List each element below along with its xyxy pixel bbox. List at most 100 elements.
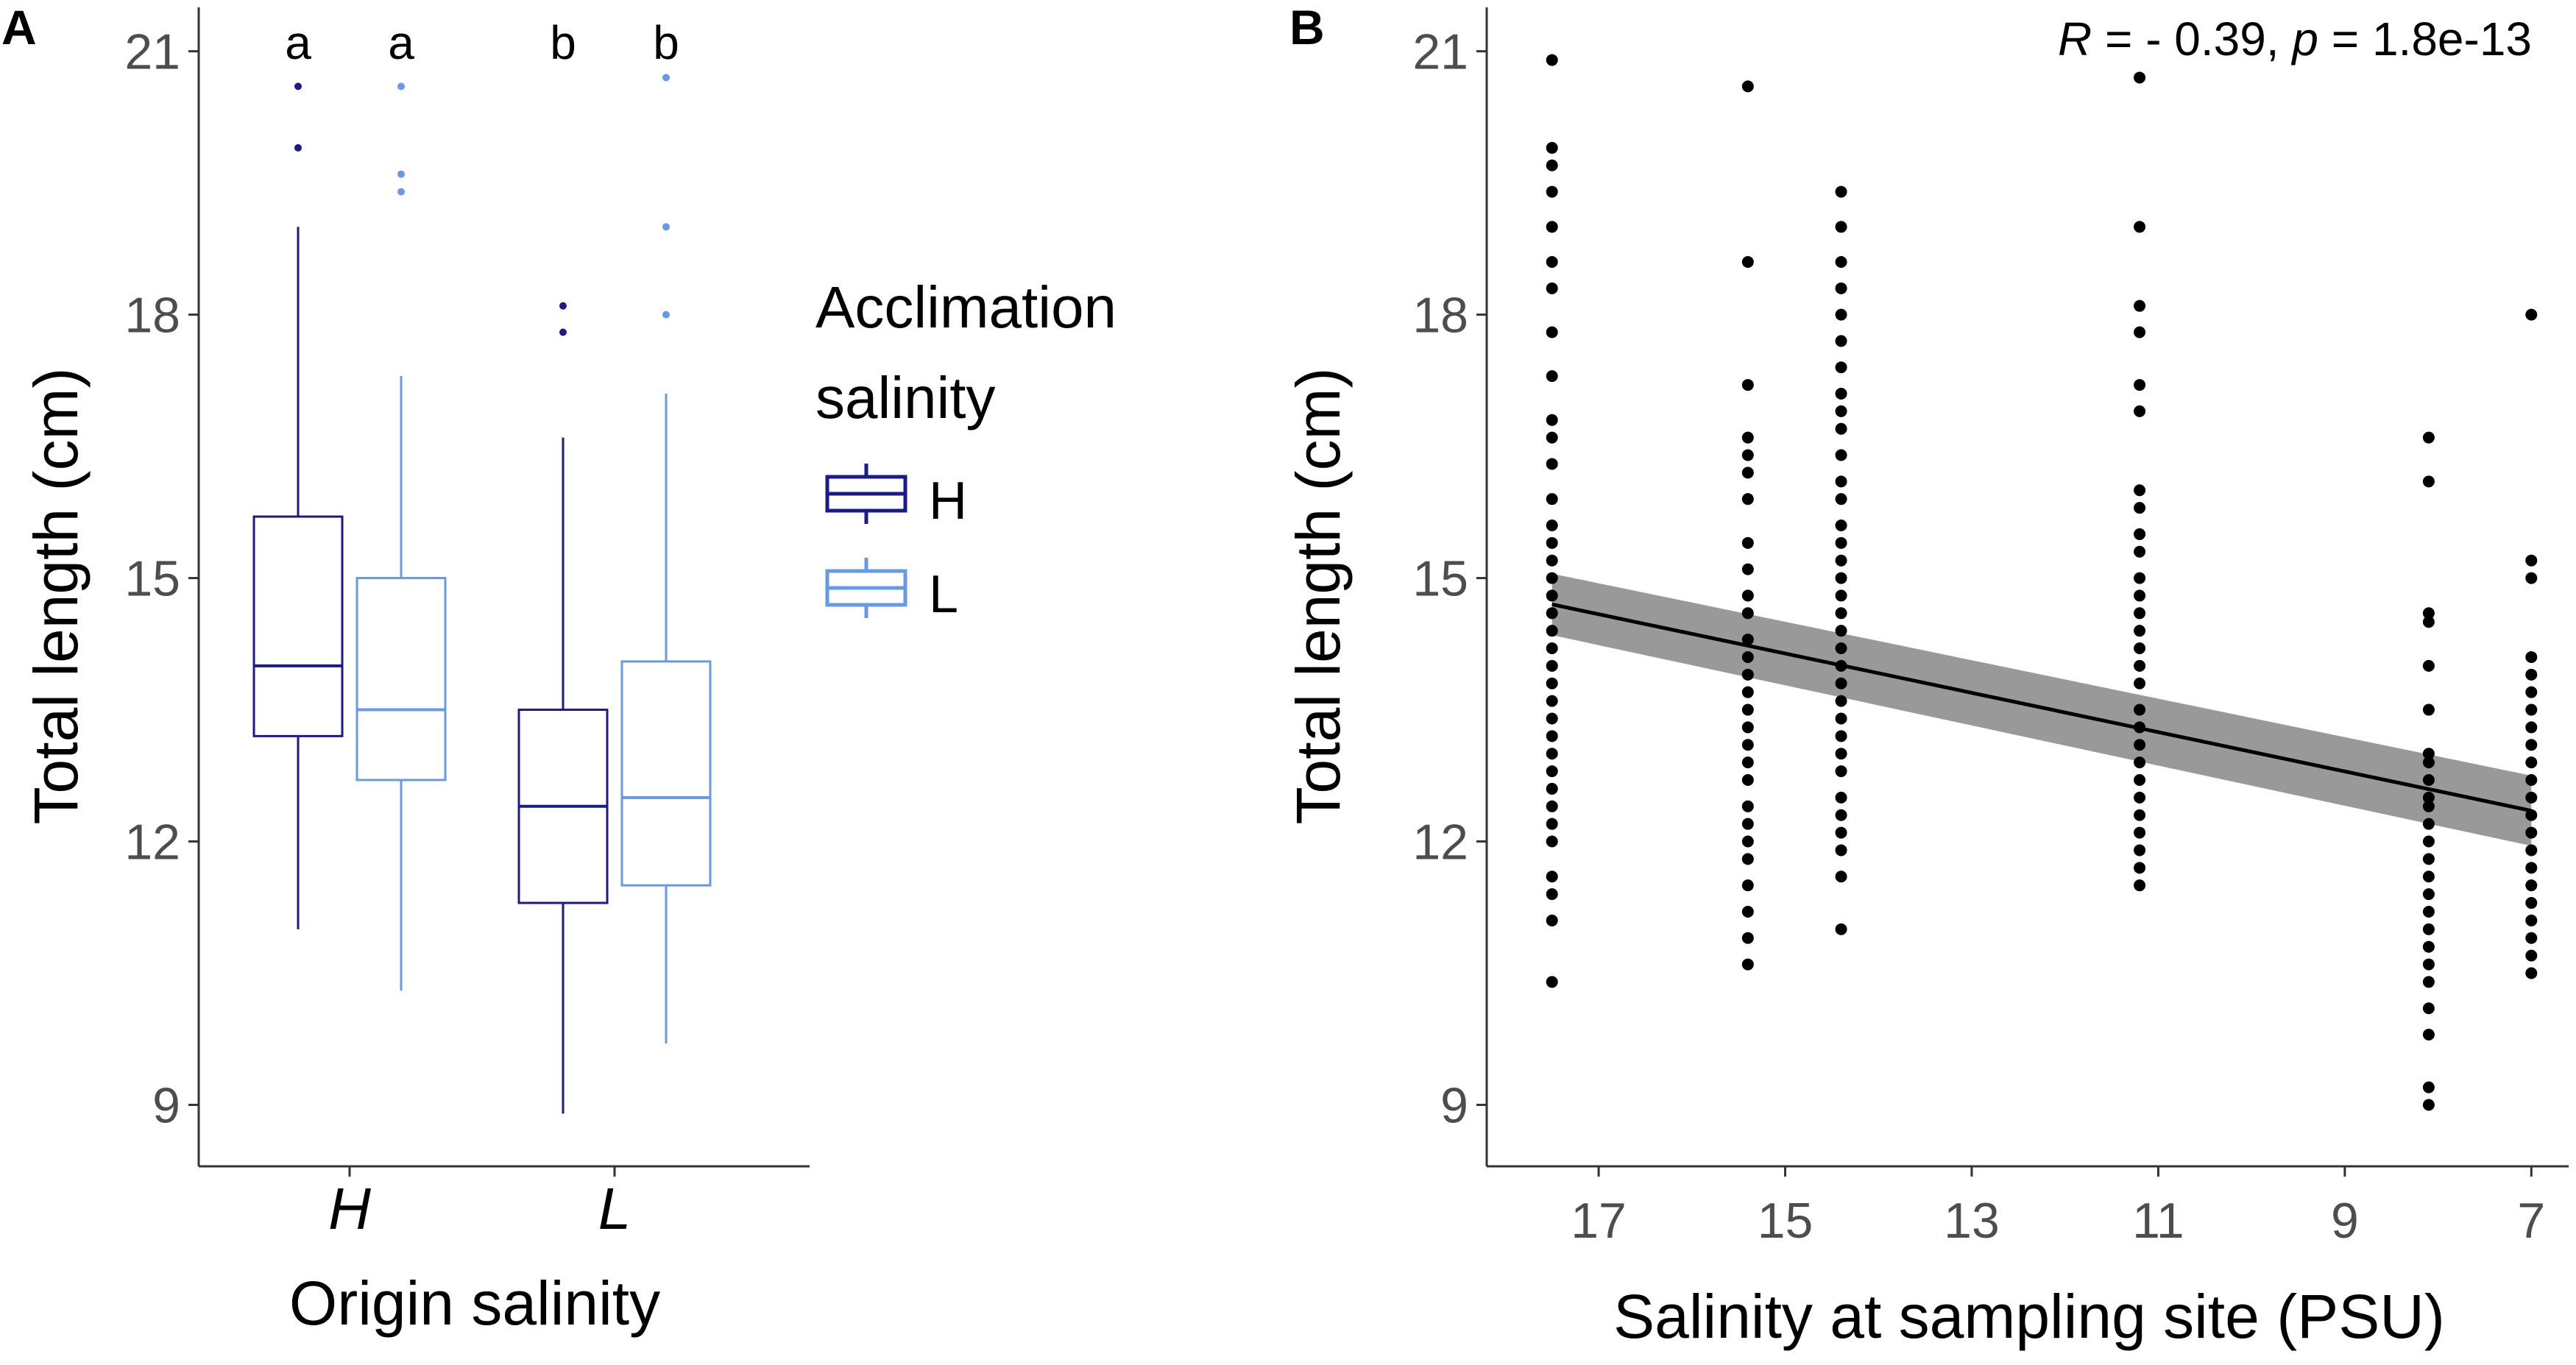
y-tick-label: 12 bbox=[1412, 815, 1468, 871]
legend: Acclimation salinity H L bbox=[815, 274, 1117, 624]
outlier-point bbox=[397, 188, 405, 196]
data-point bbox=[2134, 379, 2146, 391]
data-point bbox=[2422, 1029, 2435, 1041]
data-point bbox=[1546, 871, 1558, 883]
data-point bbox=[1741, 493, 1754, 506]
data-point bbox=[1835, 256, 1847, 269]
data-point bbox=[1741, 668, 1754, 681]
data-point bbox=[1546, 642, 1558, 655]
data-point bbox=[2422, 940, 2435, 953]
data-point bbox=[1835, 677, 1847, 689]
data-point bbox=[1835, 809, 1847, 821]
significance-letter: a bbox=[285, 16, 311, 69]
data-point bbox=[1546, 370, 1558, 383]
y-axis-title: Total length (cm) bbox=[21, 368, 91, 825]
data-point bbox=[1835, 475, 1847, 488]
data-point bbox=[2134, 659, 2146, 672]
data-point bbox=[1741, 449, 1754, 461]
box-h-h: a bbox=[252, 16, 344, 929]
iqr-box bbox=[252, 515, 344, 737]
data-point bbox=[1741, 756, 1754, 769]
data-point bbox=[2134, 879, 2146, 892]
data-point bbox=[1835, 695, 1847, 707]
data-point bbox=[1741, 721, 1754, 734]
data-point bbox=[2422, 888, 2435, 901]
data-point bbox=[1835, 361, 1847, 374]
r-value: = - 0.39, bbox=[2092, 13, 2292, 65]
data-point bbox=[2525, 932, 2538, 944]
data-point bbox=[2134, 589, 2146, 602]
data-point bbox=[1546, 221, 1558, 233]
data-point bbox=[1546, 431, 1558, 444]
data-point bbox=[1835, 712, 1847, 725]
data-point bbox=[1835, 659, 1847, 672]
data-point bbox=[2134, 221, 2146, 233]
data-point bbox=[2134, 703, 2146, 716]
data-point bbox=[1546, 607, 1558, 620]
data-point bbox=[1546, 914, 1558, 926]
data-point bbox=[2422, 958, 2435, 971]
y-tick-label: 9 bbox=[1440, 1077, 1468, 1133]
data-point bbox=[1835, 844, 1847, 857]
correlation-annotation: R = - 0.39, p = 1.8e-13 bbox=[2058, 13, 2532, 65]
data-point bbox=[2525, 668, 2538, 681]
y-tick-label: 9 bbox=[152, 1077, 180, 1133]
data-point bbox=[2525, 572, 2538, 584]
data-point bbox=[2422, 703, 2435, 716]
panel-b-label: B bbox=[1289, 0, 1325, 54]
data-point bbox=[2134, 572, 2146, 584]
data-point bbox=[2134, 774, 2146, 786]
x-axis-title: Origin salinity bbox=[289, 1269, 660, 1338]
data-point bbox=[2422, 475, 2435, 488]
outlier-point bbox=[559, 302, 567, 310]
y-axis-title: Total length (cm) bbox=[1284, 368, 1353, 825]
box-l-h: a bbox=[355, 16, 447, 991]
x-tick-label: 17 bbox=[1571, 1193, 1627, 1249]
data-point bbox=[2422, 923, 2435, 935]
y-tick-label: 12 bbox=[124, 815, 180, 871]
data-point bbox=[1835, 572, 1847, 584]
legend-title-line-2: salinity bbox=[815, 365, 996, 430]
data-point bbox=[2422, 774, 2435, 786]
box-h-l: b bbox=[517, 16, 609, 1114]
y-tick-label: 15 bbox=[1412, 551, 1468, 607]
data-point bbox=[2422, 1002, 2435, 1015]
legend-key-h bbox=[825, 464, 907, 524]
data-point bbox=[1546, 625, 1558, 637]
data-point bbox=[1835, 923, 1847, 935]
data-point bbox=[1546, 800, 1558, 812]
y-tick-label: 21 bbox=[1412, 24, 1468, 80]
data-point bbox=[2525, 879, 2538, 892]
data-point bbox=[1741, 650, 1754, 663]
data-point bbox=[2525, 308, 2538, 321]
legend-label-l: L bbox=[929, 565, 958, 624]
data-point bbox=[1741, 853, 1754, 865]
data-point bbox=[1546, 695, 1558, 707]
x-tick-label: 13 bbox=[1944, 1193, 2000, 1249]
data-point bbox=[1835, 642, 1847, 655]
data-point bbox=[2525, 809, 2538, 821]
confidence-band bbox=[1551, 573, 2532, 846]
outlier-point bbox=[397, 170, 405, 178]
x-tick-label: 11 bbox=[2132, 1193, 2184, 1249]
panel-a-label: A bbox=[1, 0, 37, 54]
data-point bbox=[2422, 431, 2435, 444]
data-point bbox=[1741, 379, 1754, 391]
data-point bbox=[2134, 826, 2146, 839]
data-point bbox=[2134, 405, 2146, 417]
p-symbol: p bbox=[2290, 13, 2318, 65]
data-point bbox=[1835, 826, 1847, 839]
data-point bbox=[1741, 879, 1754, 892]
data-point bbox=[2525, 686, 2538, 698]
x-tick-label: 7 bbox=[2517, 1193, 2545, 1249]
data-point bbox=[1741, 932, 1754, 944]
data-point bbox=[1546, 414, 1558, 426]
data-point bbox=[2525, 739, 2538, 751]
data-point bbox=[2422, 800, 2435, 812]
data-point bbox=[1741, 958, 1754, 971]
data-point bbox=[1546, 659, 1558, 672]
data-point bbox=[2134, 528, 2146, 540]
p-value: = 1.8e-13 bbox=[2318, 13, 2532, 65]
outlier-point bbox=[662, 223, 670, 231]
data-point bbox=[1546, 818, 1558, 830]
